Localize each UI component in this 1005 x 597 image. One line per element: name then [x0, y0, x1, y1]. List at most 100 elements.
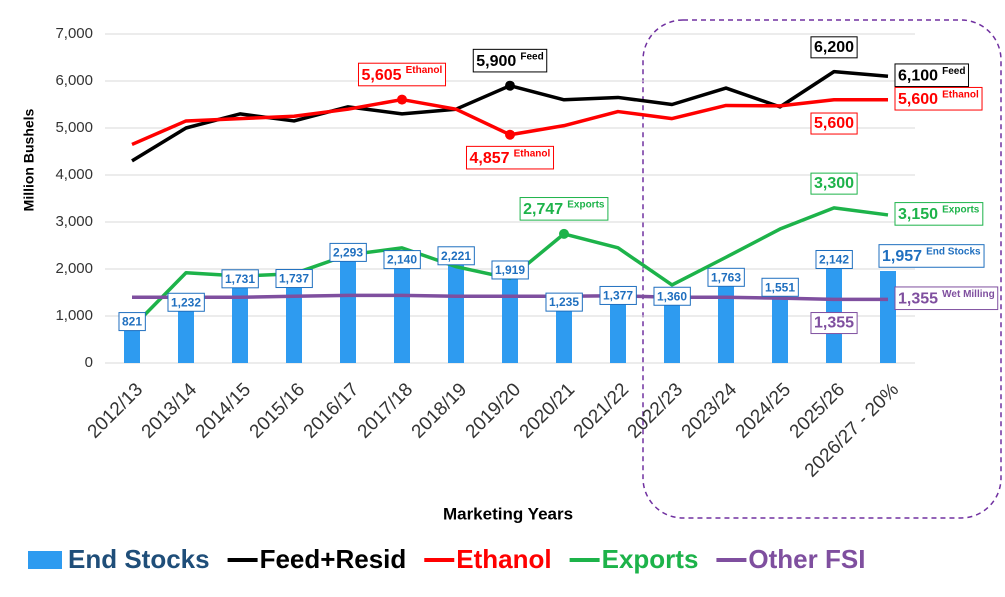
- data-label-tag: Feed: [942, 66, 965, 77]
- label-box: [357, 62, 447, 87]
- label-box: [545, 292, 583, 312]
- label-box: [815, 249, 853, 269]
- data-label-text: 3,300: [814, 175, 854, 192]
- label-box: [894, 286, 999, 311]
- label-box: [878, 244, 985, 268]
- label-box: [653, 286, 691, 306]
- data-label: 1,957 End Stocks: [878, 244, 985, 268]
- x-tick-label: 2023/24: [678, 379, 742, 443]
- data-label-text: 5,900: [476, 53, 516, 70]
- data-label: 1,763: [707, 267, 745, 287]
- x-tick-label: 2022/23: [624, 379, 687, 442]
- data-label: 1,355: [810, 312, 858, 335]
- data-label-text: 2,293: [333, 245, 363, 259]
- data-label: 5,600: [810, 112, 858, 135]
- label-box: [329, 242, 367, 262]
- bar: [124, 324, 140, 363]
- legend-label: Other FSI: [748, 544, 865, 574]
- data-label-text: 5,600: [898, 91, 938, 108]
- data-label: 5,900 Feed: [472, 48, 548, 73]
- data-label-text: 3,150: [898, 206, 938, 223]
- x-axis-title: Marketing Years: [443, 504, 573, 523]
- label-box: [707, 267, 745, 287]
- label-box: [472, 48, 548, 73]
- data-label-text: 1,919: [495, 263, 525, 277]
- label-box: [383, 250, 421, 270]
- y-axis-title: Million Bushels: [21, 108, 37, 211]
- label-box: [894, 86, 983, 111]
- data-label-text: 2,747: [523, 201, 563, 218]
- x-tick-label: 2014/15: [192, 379, 255, 442]
- x-tick-label: 2019/20: [462, 379, 525, 442]
- data-label: 1,232: [167, 292, 205, 312]
- data-label-tag: Ethanol: [406, 65, 443, 76]
- data-label-tag: Feed: [520, 51, 543, 62]
- label-box: [810, 36, 858, 59]
- label-box: [118, 312, 146, 332]
- label-box: [761, 277, 799, 297]
- x-tick-label: 2016/17: [300, 379, 363, 442]
- label-box: [275, 269, 313, 289]
- data-label: 1,737: [275, 269, 313, 289]
- data-label: 5,605 Ethanol: [357, 62, 447, 87]
- data-label-text: 1,235: [549, 295, 579, 309]
- y-tick-label: 0: [85, 354, 93, 371]
- y-tick-label: 2,000: [55, 260, 93, 277]
- legend-swatch: [28, 551, 62, 569]
- bar: [394, 262, 410, 363]
- label-box: [894, 202, 984, 226]
- data-label-text: 5,605: [361, 67, 401, 84]
- label-box: [465, 145, 555, 170]
- label-box: [810, 172, 858, 195]
- y-tick-label: 5,000: [55, 119, 93, 136]
- data-label: 1,235: [545, 292, 583, 312]
- point-marker: [397, 94, 407, 105]
- bar: [178, 305, 194, 363]
- data-label-text: 5,600: [814, 115, 854, 132]
- line: [132, 293, 888, 302]
- data-label: 4,857 Ethanol: [465, 145, 555, 170]
- data-label-tag: Wet Milling: [942, 289, 995, 300]
- data-label: 821: [118, 312, 146, 332]
- bar: [880, 271, 896, 363]
- y-tick-label: 7,000: [55, 25, 93, 42]
- data-label-text: 1,957: [882, 248, 922, 265]
- y-tick-label: 4,000: [55, 166, 93, 183]
- x-tick-label: 2015/16: [246, 379, 309, 442]
- bar: [502, 272, 518, 363]
- label-box: [437, 246, 475, 266]
- x-tick-label: 2013/14: [138, 379, 202, 443]
- data-label: 3,150 Exports: [894, 202, 984, 226]
- label-box: [894, 63, 969, 88]
- bar: [610, 298, 626, 363]
- data-label-text: 1,551: [765, 280, 795, 294]
- bar: [340, 255, 356, 363]
- label-box: [599, 285, 637, 305]
- bar: [718, 280, 734, 363]
- point-marker: [505, 80, 515, 91]
- data-label-text: 1,232: [171, 295, 201, 309]
- data-label-text: 6,200: [814, 39, 854, 56]
- data-label-text: 2,142: [819, 252, 849, 266]
- data-label: 2,221: [437, 246, 475, 266]
- y-tick-label: 6,000: [55, 72, 93, 89]
- data-label: 2,140: [383, 250, 421, 270]
- bar: [772, 290, 788, 363]
- data-label-text: 1,377: [603, 288, 633, 302]
- x-tick-label: 2017/18: [354, 379, 417, 442]
- data-label-text: 4,857: [469, 150, 509, 167]
- data-label: 2,142: [815, 249, 853, 269]
- data-label: 6,100 Feed: [894, 63, 969, 88]
- data-label: 5,600 Ethanol: [894, 86, 983, 111]
- data-label-tag: Exports: [567, 200, 605, 211]
- data-label: 2,293: [329, 242, 367, 262]
- bar: [286, 281, 302, 363]
- data-label-text: 821: [122, 315, 142, 329]
- data-label-text: 1,731: [225, 272, 255, 286]
- y-tick-label: 1,000: [55, 307, 93, 324]
- data-label-text: 1,355: [898, 291, 938, 308]
- data-label-text: 1,355: [814, 315, 854, 332]
- data-label-text: 1,763: [711, 270, 741, 284]
- x-tick-label: 2020/21: [516, 379, 579, 442]
